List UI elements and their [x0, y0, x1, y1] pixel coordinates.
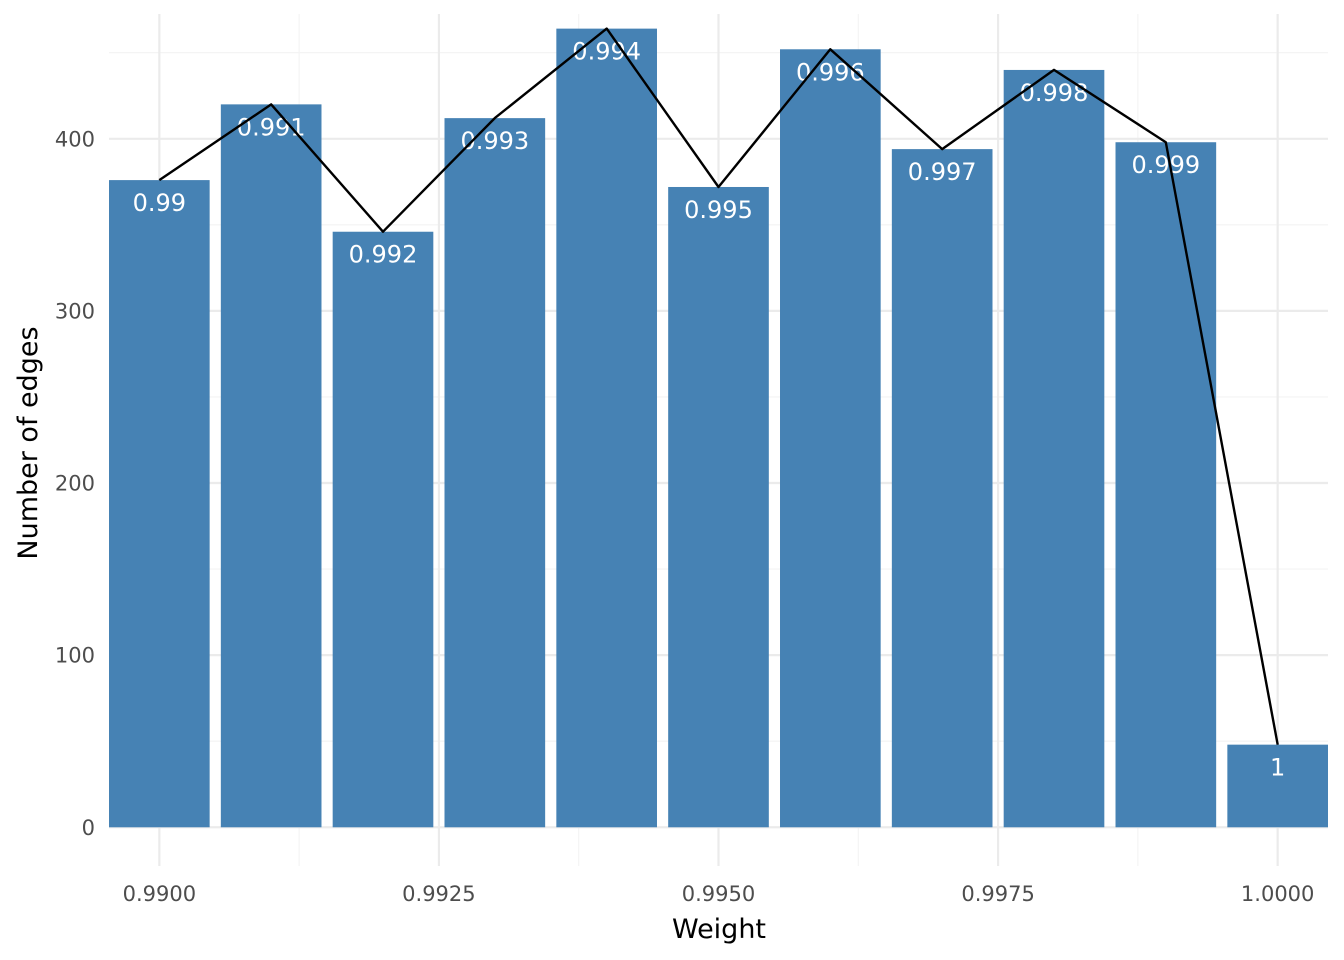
- bar: [220, 104, 322, 828]
- bar: [1003, 69, 1105, 828]
- x-tick-label: 0.9975: [961, 882, 1034, 906]
- bar-label: 0.995: [684, 196, 753, 224]
- y-tick-label: 100: [55, 644, 95, 668]
- y-tick-label: 400: [55, 127, 95, 151]
- bar-label: 0.992: [349, 241, 418, 269]
- bar-label: 1: [1270, 754, 1285, 782]
- bar: [891, 149, 993, 828]
- bar: [1227, 744, 1328, 828]
- y-tick-label: 0: [82, 816, 95, 840]
- y-tick-label: 300: [55, 299, 95, 323]
- bar: [780, 49, 881, 828]
- bar: [444, 118, 546, 828]
- y-tick-labels: 0 100 200 300 400: [55, 127, 95, 839]
- y-tick-label: 200: [55, 472, 95, 496]
- x-tick-labels: 0.9900 0.9925 0.9950 0.9975 1.0000: [123, 882, 1315, 906]
- x-tick-label: 0.9925: [402, 882, 475, 906]
- bar: [1115, 142, 1217, 828]
- x-tick-label: 0.9950: [682, 882, 755, 906]
- bar-label: 0.999: [1131, 151, 1200, 179]
- bar-label: 0.998: [1020, 79, 1089, 107]
- bar-label: 0.991: [237, 113, 306, 141]
- x-tick-label: 1.0000: [1241, 882, 1314, 906]
- y-axis-title: Number of edges: [13, 326, 44, 559]
- bar-label: 0.997: [908, 158, 977, 186]
- bar: [109, 180, 210, 828]
- trend-line-group: [158, 27, 1279, 745]
- bar-label: 0.996: [796, 58, 865, 86]
- x-tick-label: 0.9900: [123, 882, 196, 906]
- bars: [109, 28, 1328, 828]
- trend-line: [158, 27, 1279, 745]
- x-axis-title: Weight: [672, 914, 766, 945]
- bar-labels: 0.990.9910.9920.9930.9940.9950.9960.9970…: [133, 38, 1286, 782]
- bar: [332, 231, 434, 828]
- bar-label: 0.99: [133, 189, 186, 217]
- bar: [556, 28, 657, 828]
- bar: [668, 186, 769, 828]
